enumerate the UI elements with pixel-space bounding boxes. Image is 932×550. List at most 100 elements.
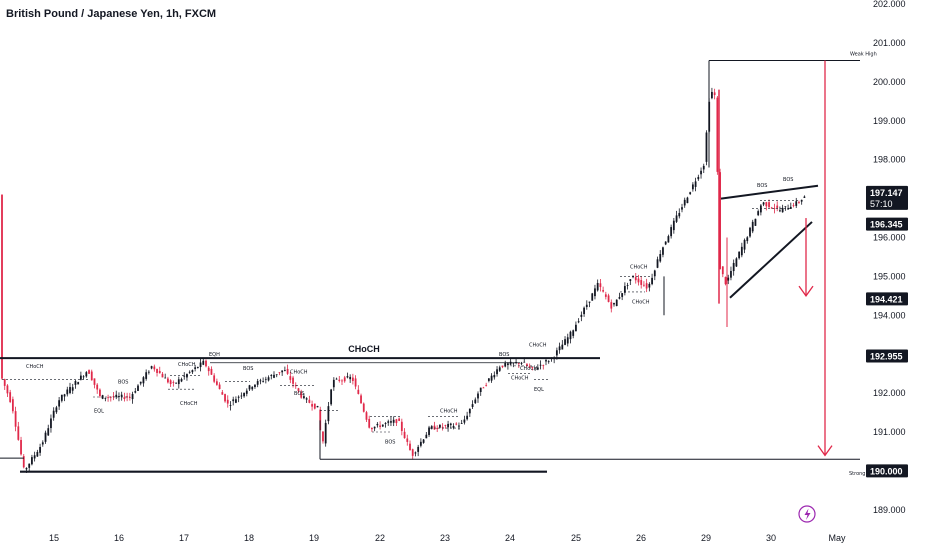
- candle-body: [667, 236, 670, 243]
- candle-body: [746, 237, 749, 242]
- candle-body: [180, 379, 183, 382]
- candle-body: [392, 419, 395, 423]
- candle-body: [591, 293, 594, 301]
- candle-body: [689, 192, 692, 195]
- candle-body: [63, 394, 66, 397]
- candle-body: [131, 393, 134, 400]
- candle-body: [694, 181, 697, 187]
- candle-body: [14, 411, 17, 427]
- candle-body: [468, 408, 471, 414]
- candle-body: [313, 403, 316, 409]
- candle-body: [25, 467, 28, 470]
- structure-label: CHoCH: [520, 366, 538, 372]
- candle-body: [264, 378, 267, 380]
- candle-body: [683, 199, 686, 206]
- candle-body: [139, 381, 142, 384]
- candle-body: [455, 423, 458, 425]
- candle-body: [20, 439, 22, 455]
- candle-body: [422, 439, 425, 443]
- candle-body: [479, 387, 482, 393]
- candle-body: [555, 350, 558, 356]
- candle-body: [395, 419, 398, 424]
- candle-body: [621, 293, 624, 297]
- candle-body: [637, 278, 640, 283]
- candle-body: [599, 283, 602, 288]
- y-tick-label: 191.000: [873, 427, 906, 437]
- candle-body: [447, 423, 449, 428]
- structure-label: CHoCH: [511, 375, 529, 381]
- annotations-group: CHoCH EQH BOS CHoCH CHoCH EQL BOS CHoCH BOS BOS CH…: [26, 177, 793, 446]
- candle-body: [371, 427, 373, 430]
- candle-body: [349, 376, 352, 380]
- candle-body: [762, 202, 765, 205]
- structure-label: CHoCH: [440, 409, 458, 415]
- x-tick-label: 16: [114, 533, 124, 543]
- y-tick-label: 195.000: [873, 271, 906, 281]
- candles-group: [1, 60, 806, 473]
- price-label: 190.000: [870, 466, 903, 476]
- weak-high-label: Weak High: [850, 52, 877, 58]
- candle-body: [327, 406, 330, 422]
- candle-body: [207, 367, 210, 372]
- candle-body: [79, 375, 82, 380]
- candle-body: [115, 394, 118, 398]
- candle-body: [604, 294, 607, 297]
- candle-body: [137, 385, 139, 391]
- candle-body: [596, 282, 599, 291]
- candle-body: [444, 425, 447, 426]
- structure-label: CHoCH: [178, 362, 196, 368]
- candle-body: [463, 419, 466, 423]
- candle-body: [517, 362, 520, 364]
- candle-body: [403, 431, 406, 439]
- candle-body: [262, 381, 265, 382]
- candle-body: [719, 172, 721, 270]
- candle-body: [485, 385, 488, 386]
- price-label-bg: [866, 217, 908, 231]
- candle-body: [153, 366, 156, 370]
- candle-body: [41, 442, 44, 445]
- candle-body: [232, 399, 235, 402]
- candle-body: [384, 423, 387, 424]
- candle-body: [520, 362, 523, 364]
- structure-label: BOS: [385, 440, 395, 446]
- candle-body: [93, 378, 96, 385]
- candle-body: [226, 399, 229, 404]
- candle-body: [275, 374, 278, 376]
- candle-body: [507, 363, 509, 366]
- candle-body: [640, 280, 643, 285]
- candle-body: [300, 392, 303, 398]
- candle-body: [351, 377, 354, 381]
- candle-body: [784, 206, 787, 208]
- candle-body: [662, 247, 664, 255]
- candle-body: [281, 370, 284, 373]
- candle-body: [686, 197, 689, 204]
- candle-body: [705, 132, 708, 162]
- candle-body: [498, 367, 501, 371]
- candle-body: [759, 205, 762, 213]
- candle-body: [156, 368, 158, 373]
- candle-body: [74, 381, 77, 385]
- candle-body: [452, 425, 455, 428]
- candle-body: [542, 365, 545, 366]
- candle-body: [678, 212, 681, 217]
- candle-body: [28, 463, 31, 468]
- candle-body: [738, 251, 741, 259]
- x-tick-label: 18: [244, 533, 254, 543]
- candle-body: [150, 366, 153, 369]
- candle-body: [60, 394, 63, 401]
- candle-body: [134, 391, 137, 393]
- candle-body: [528, 365, 531, 368]
- candle-body: [330, 389, 333, 405]
- x-tick-label: 17: [179, 533, 189, 543]
- candle-body: [648, 283, 651, 288]
- candle-body: [175, 382, 177, 384]
- time-axis: 15 16 17 18 19 22 23 24 25 26 29 30 May: [49, 533, 846, 543]
- price-label-bg: [866, 185, 908, 210]
- candle-body: [251, 386, 254, 390]
- candle-body: [286, 368, 289, 374]
- structure-label: EQL: [534, 387, 544, 393]
- alert-icon[interactable]: [798, 505, 816, 523]
- candle-body: [800, 199, 803, 202]
- candle-body: [417, 446, 420, 452]
